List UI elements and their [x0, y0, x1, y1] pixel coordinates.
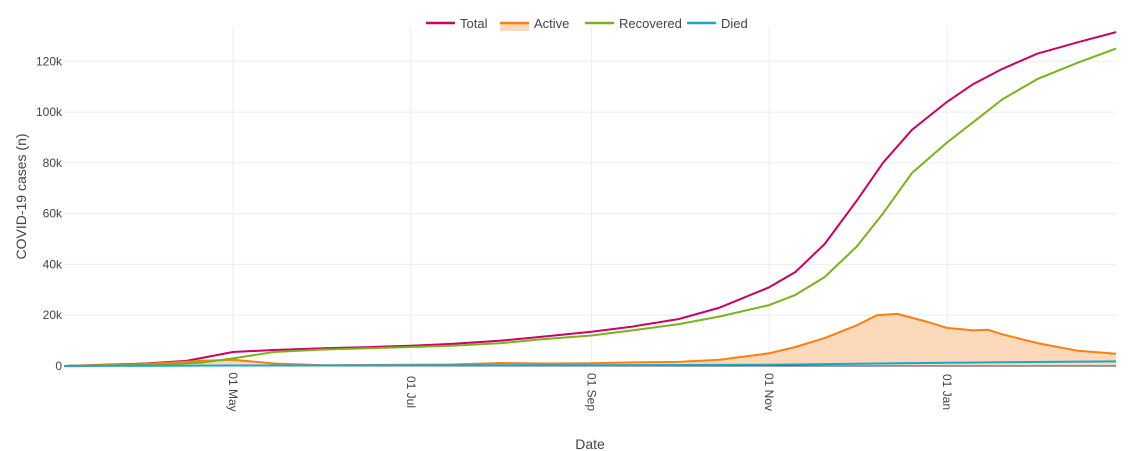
series-recovered-line[interactable] [63, 47, 1117, 367]
x-tick-label: 01 Jan [940, 374, 954, 410]
y-tick-label: 120k [36, 54, 63, 68]
y-tick-label: 20k [43, 308, 63, 322]
series-total-line[interactable] [63, 31, 1117, 367]
x-tick-label: 01 Nov [762, 373, 776, 411]
y-axis-title: COVID-19 cases (n) [13, 133, 29, 259]
area-fill-layer [64, 313, 1116, 366]
grid-layer [64, 27, 1116, 366]
x-axis-ticks: 01 May 01 Jul 01 Sep 01 Nov 01 Jan [226, 372, 954, 411]
y-tick-label: 60k [43, 207, 63, 221]
series-died-line[interactable] [63, 360, 1117, 367]
series-layer [63, 31, 1117, 367]
x-tick-label: 01 Sep [584, 373, 598, 411]
legend-item-total[interactable]: Total [426, 16, 488, 31]
series-active-area [64, 313, 1116, 366]
legend-label: Recovered [619, 16, 682, 31]
legend-label: Total [460, 16, 488, 31]
legend-label: Active [534, 16, 569, 31]
legend-item-active[interactable]: Active [500, 16, 569, 31]
y-tick-label: 0 [55, 359, 62, 373]
x-tick-label: 01 Jul [404, 376, 418, 408]
legend-label: Died [721, 16, 748, 31]
series-active-line[interactable] [63, 312, 1117, 367]
y-tick-label: 80k [43, 156, 63, 170]
y-tick-label: 100k [36, 105, 63, 119]
y-tick-label: 40k [43, 257, 63, 271]
legend-item-died[interactable]: Died [687, 16, 748, 31]
legend-swatch-fill [500, 22, 529, 31]
x-tick-label: 01 May [226, 372, 240, 411]
x-axis-title: Date [575, 436, 605, 451]
legend-item-recovered[interactable]: Recovered [585, 16, 682, 31]
legend[interactable]: Total Active Recovered Died [426, 16, 748, 31]
y-axis-ticks: 0 20k 40k 60k 80k 100k 120k [36, 54, 63, 373]
